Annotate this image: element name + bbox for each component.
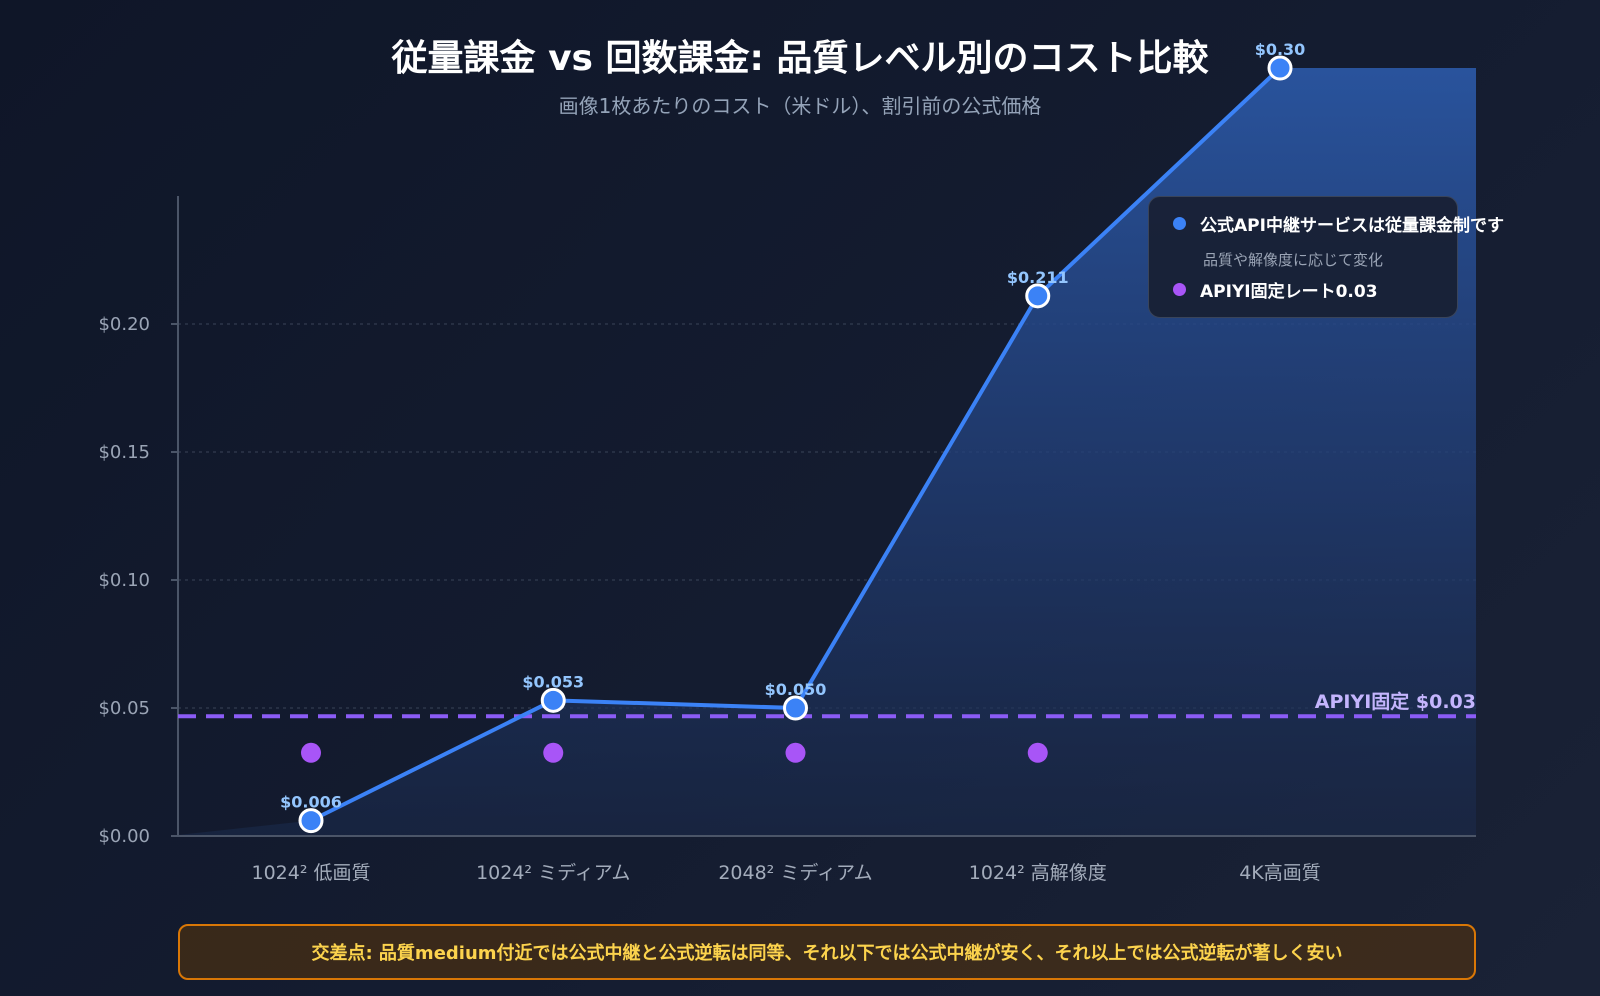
x-category-label: 2048² ミディアム — [718, 862, 872, 884]
y-tick-label: $0.00 — [98, 826, 150, 847]
data-label: $0.211 — [1007, 268, 1069, 287]
legend-dot-purple-icon — [1173, 283, 1186, 296]
legend-item-official: 公式API中継サービスは従量課金制です — [1173, 211, 1504, 236]
data-label: $0.050 — [765, 680, 827, 699]
x-axis-categories: 1024² 低画質 1024² ミディアム 2048² ミディアム 1024² 高解像… — [251, 862, 1320, 884]
fixed-rate-points — [301, 742, 1048, 763]
y-axis-ticks: $0.00 $0.05 $0.10 $0.15 $0.20 — [98, 314, 178, 847]
data-point — [298, 808, 324, 834]
fixed-rate-point — [301, 742, 321, 763]
x-category-label: 1024² ミディアム — [476, 862, 630, 884]
official-series-points: $0.006 $0.053 $0.050 $0.211 $0.30 — [280, 40, 1306, 834]
data-label: $0.30 — [1255, 40, 1306, 59]
reference-line-label: APIYI固定 $0.03 — [1315, 690, 1476, 713]
x-category-label: 1024² 高解像度 — [969, 862, 1107, 884]
fixed-rate-point — [785, 742, 806, 763]
data-point — [540, 687, 566, 713]
crossover-note: 交差点: 品質medium付近では公式中継と公式逆転は同等、それ以下では公式中継… — [178, 924, 1476, 980]
data-point — [1025, 283, 1051, 309]
y-tick-label: $0.05 — [98, 698, 150, 719]
y-tick-label: $0.10 — [98, 570, 150, 591]
data-label: $0.053 — [522, 672, 584, 691]
y-tick-label: $0.20 — [98, 314, 150, 335]
chart-title: 従量課金 vs 回数課金: 品質レベル別のコスト比較 — [391, 37, 1210, 79]
legend: 公式API中継サービスは従量課金制です 品質や解像度に応じて変化 APIYI固定… — [1148, 196, 1504, 318]
x-category-label: 1024² 低画質 — [251, 862, 370, 884]
legend-sublabel-official: 品質や解像度に応じて変化 — [1203, 251, 1384, 269]
data-point — [1267, 55, 1293, 81]
fixed-rate-point — [543, 742, 564, 763]
fixed-rate-point — [1027, 742, 1048, 763]
legend-item-apiyi: APIYI固定レート0.03 — [1173, 277, 1378, 302]
legend-label-official: 公式API中継サービスは従量課金制です — [1200, 216, 1504, 236]
series-area-fill — [178, 68, 1476, 836]
legend-dot-blue-icon — [1173, 217, 1186, 230]
data-point — [783, 695, 808, 721]
y-tick-label: $0.15 — [98, 442, 150, 463]
chart-subtitle: 画像1枚あたりのコスト（米ドル）、割引前の公式価格 — [559, 94, 1042, 118]
legend-label-apiyi: APIYI固定レート0.03 — [1200, 282, 1378, 302]
data-label: $0.006 — [280, 793, 342, 812]
x-category-label: 4K高画質 — [1239, 862, 1321, 884]
